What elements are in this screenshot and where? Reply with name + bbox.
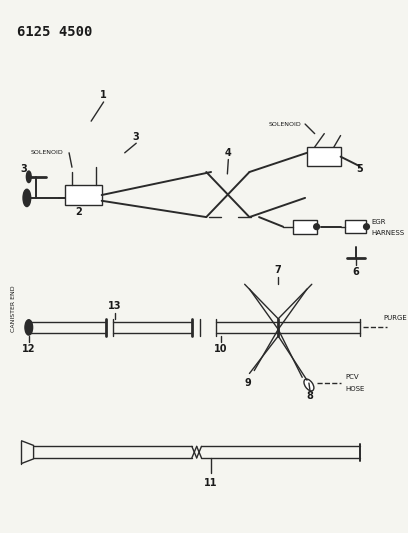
Circle shape	[364, 224, 369, 230]
FancyBboxPatch shape	[65, 185, 102, 205]
Ellipse shape	[25, 320, 33, 335]
Text: 2: 2	[75, 207, 82, 217]
Text: CANISTER END: CANISTER END	[11, 285, 16, 332]
Circle shape	[314, 224, 319, 230]
Text: HOSE: HOSE	[346, 386, 365, 392]
Text: 7: 7	[275, 265, 282, 275]
Ellipse shape	[23, 189, 31, 207]
Text: 6125 4500: 6125 4500	[17, 25, 93, 39]
FancyBboxPatch shape	[307, 147, 341, 166]
FancyBboxPatch shape	[293, 220, 317, 235]
Text: 4: 4	[225, 148, 232, 158]
Text: PCV: PCV	[346, 374, 359, 381]
Ellipse shape	[27, 171, 31, 183]
Text: 8: 8	[306, 392, 313, 401]
Text: 13: 13	[109, 301, 122, 311]
Text: 11: 11	[204, 478, 218, 488]
Text: 10: 10	[214, 344, 227, 353]
Text: 3: 3	[133, 133, 140, 142]
FancyBboxPatch shape	[346, 220, 366, 233]
Text: 9: 9	[244, 378, 251, 388]
Text: HARNESS: HARNESS	[371, 230, 404, 237]
Ellipse shape	[304, 379, 314, 391]
Text: SOLENOID: SOLENOID	[31, 150, 64, 155]
Text: 6: 6	[353, 267, 359, 277]
Text: PURGE: PURGE	[384, 315, 408, 321]
Text: 3: 3	[21, 164, 27, 174]
Text: 12: 12	[22, 344, 35, 353]
Text: EGR: EGR	[371, 219, 386, 225]
Text: 1: 1	[100, 90, 107, 100]
Text: 5: 5	[357, 164, 363, 174]
Text: SOLENOID: SOLENOID	[268, 122, 302, 126]
